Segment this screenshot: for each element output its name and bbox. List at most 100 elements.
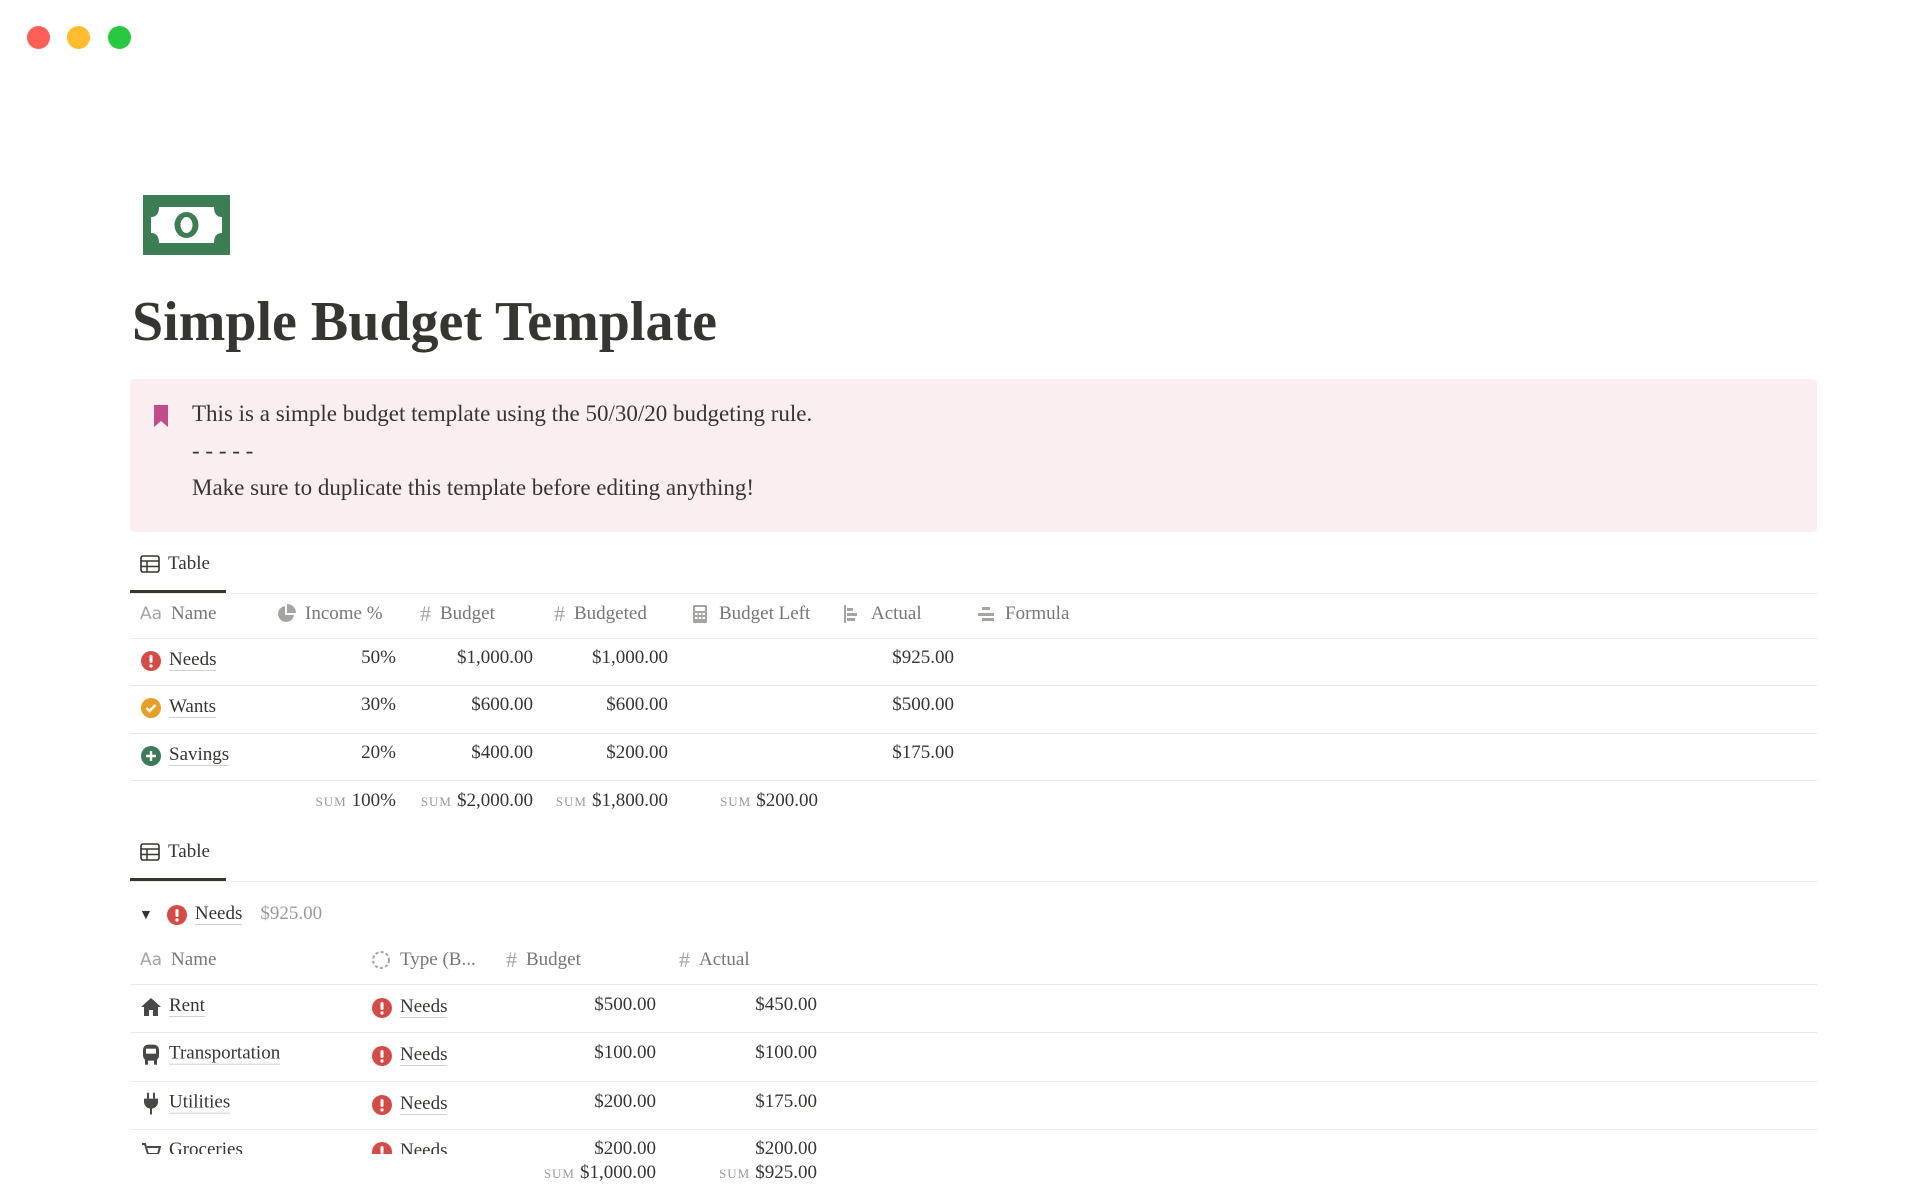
header-label: Budget xyxy=(440,603,495,624)
row-name[interactable]: Utilities xyxy=(169,1091,231,1114)
group-header-needs[interactable]: ▼ Needs $925.00 xyxy=(139,903,322,925)
sum-label: SUM xyxy=(420,794,452,809)
sum-budget[interactable]: SUM $2,000.00 xyxy=(421,790,533,812)
cart-icon xyxy=(142,1142,161,1154)
header-label: Budget xyxy=(526,949,581,970)
exclamation-icon xyxy=(372,1045,392,1066)
collapse-triangle-icon[interactable]: ▼ xyxy=(139,908,153,923)
status-icon xyxy=(372,951,390,969)
column-header-name[interactable]: Aa Name xyxy=(140,949,216,971)
divider xyxy=(130,733,1817,734)
column-header-type[interactable]: Type (B... xyxy=(371,949,476,971)
check-circle-icon xyxy=(141,697,161,718)
house-icon xyxy=(141,997,161,1016)
header-label: Name xyxy=(171,603,217,624)
divider xyxy=(130,593,1817,594)
number-icon: # xyxy=(554,601,565,626)
sum-label: SUM xyxy=(720,794,752,809)
plus-circle-icon xyxy=(141,745,161,766)
exclamation-icon xyxy=(372,997,392,1018)
actual-value: $175.00 xyxy=(892,742,954,763)
sum-value: $1,000.00 xyxy=(580,1162,656,1183)
page-title: Simple Budget Template xyxy=(132,291,717,353)
tab-label: Table xyxy=(168,553,210,574)
type-relation[interactable]: Needs xyxy=(400,996,448,1018)
type-relation[interactable]: Needs xyxy=(400,1044,448,1066)
table-icon xyxy=(140,555,160,573)
calculator-icon xyxy=(693,605,707,623)
column-header-income[interactable]: Income % xyxy=(276,603,383,625)
divider xyxy=(130,984,1817,985)
column-header-name[interactable]: Aa Name xyxy=(140,603,216,625)
actual-value: $100.00 xyxy=(755,1042,817,1063)
actual-value: $925.00 xyxy=(892,647,954,668)
budgeted-value: $1,000.00 xyxy=(592,647,668,668)
tab-label: Table xyxy=(168,841,210,862)
callout-line-1: This is a simple budget template using t… xyxy=(192,401,813,426)
actual-value: $175.00 xyxy=(755,1091,817,1112)
tab-table-1[interactable]: Table xyxy=(130,549,226,579)
column-header-budget[interactable]: # Budget xyxy=(506,947,581,973)
budget-value: $400.00 xyxy=(471,742,533,763)
type-relation[interactable]: Needs xyxy=(400,1140,448,1154)
budgeted-value: $600.00 xyxy=(606,694,668,715)
row-name[interactable]: Rent xyxy=(169,995,205,1017)
column-header-budgeted[interactable]: # Budgeted xyxy=(554,601,647,627)
header-label: Name xyxy=(171,949,217,970)
exclamation-icon xyxy=(141,650,161,671)
row-name[interactable]: Transportation xyxy=(169,1042,281,1065)
row-name[interactable]: Groceries xyxy=(169,1139,243,1154)
maximize-window-button[interactable] xyxy=(108,26,131,49)
column-header-formula[interactable]: Formula xyxy=(976,603,1069,625)
divider xyxy=(130,1032,1817,1033)
row-name[interactable]: Savings xyxy=(169,744,230,766)
rollup-icon xyxy=(844,605,857,623)
budget-value: $500.00 xyxy=(594,994,656,1015)
header-label: Type (B... xyxy=(400,949,476,970)
sum-budget-left[interactable]: SUM $200.00 xyxy=(720,790,818,812)
text-type-icon: Aa xyxy=(140,950,163,970)
header-label: Budgeted xyxy=(574,603,647,624)
column-header-actual[interactable]: # Actual xyxy=(679,947,750,973)
minimize-window-button[interactable] xyxy=(67,26,90,49)
group-name[interactable]: Needs xyxy=(194,903,243,925)
table-icon xyxy=(140,843,160,861)
income-percent: 30% xyxy=(361,694,396,715)
column-header-budget-left[interactable]: Budget Left xyxy=(690,603,810,625)
tab-table-2[interactable]: Table xyxy=(130,837,226,867)
callout-line-2: Make sure to duplicate this template bef… xyxy=(192,475,755,500)
budget-value: $200.00 xyxy=(594,1138,656,1154)
number-icon: # xyxy=(420,601,431,626)
budget-value: $600.00 xyxy=(471,694,533,715)
exclamation-icon xyxy=(372,1141,392,1154)
header-label: Actual xyxy=(699,949,750,970)
row-name[interactable]: Needs xyxy=(169,649,217,671)
close-window-button[interactable] xyxy=(27,26,50,49)
group-total: $925.00 xyxy=(260,903,323,924)
dollar-banknote-icon[interactable] xyxy=(143,195,230,255)
divider xyxy=(130,1129,1817,1130)
header-label: Formula xyxy=(1005,603,1070,624)
type-relation[interactable]: Needs xyxy=(400,1093,448,1115)
sum-budgeted[interactable]: SUM $1,800.00 xyxy=(556,790,668,812)
number-icon: # xyxy=(679,947,690,972)
exclamation-icon xyxy=(166,904,187,925)
sum-label: SUM xyxy=(315,794,347,809)
budgeted-value: $200.00 xyxy=(606,742,668,763)
row-name[interactable]: Wants xyxy=(169,696,217,718)
column-header-actual[interactable]: Actual xyxy=(842,603,922,625)
sum-income[interactable]: SUM 100% xyxy=(315,790,396,812)
divider xyxy=(130,881,1817,882)
plug-icon xyxy=(144,1092,158,1115)
sum-budget[interactable]: SUM $1,000.00 xyxy=(544,1162,656,1184)
table-row[interactable]: Groceries Needs $200.00 $200.00 xyxy=(0,1130,1920,1154)
divider xyxy=(130,638,1817,639)
header-label: Actual xyxy=(871,603,922,624)
bus-icon xyxy=(143,1044,159,1065)
sum-actual[interactable]: SUM $925.00 xyxy=(719,1162,817,1184)
income-percent: 20% xyxy=(361,742,396,763)
actual-value: $500.00 xyxy=(892,694,954,715)
callout: This is a simple budget template using t… xyxy=(130,379,1817,532)
actual-value: $450.00 xyxy=(755,994,817,1015)
column-header-budget[interactable]: # Budget xyxy=(420,601,495,627)
